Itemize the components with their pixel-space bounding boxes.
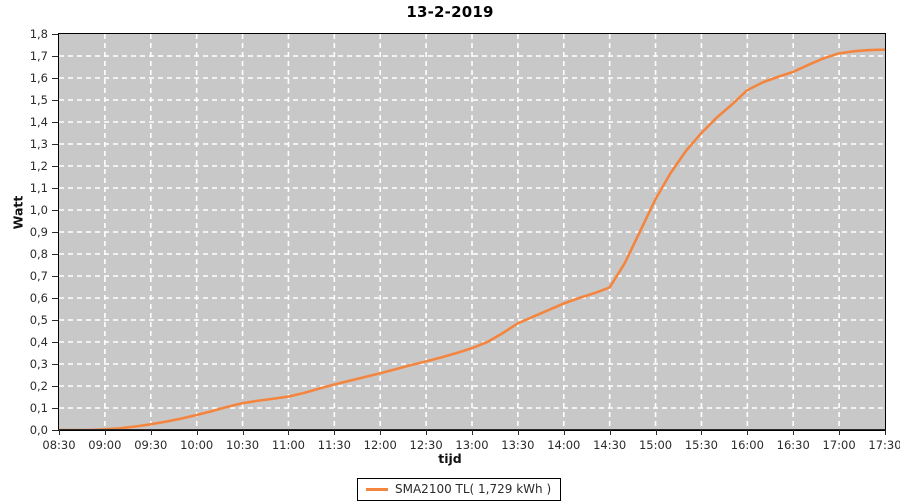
- x-axis-tick-label: 17:00: [822, 438, 856, 452]
- x-axis-tick-mark: [104, 430, 106, 435]
- y-axis-tick-mark: [52, 320, 58, 321]
- y-axis-tick-label: 1,5: [29, 93, 48, 107]
- y-axis-tick-mark: [52, 122, 58, 123]
- chart-title: 13-2-2019: [406, 3, 494, 21]
- series-line-sma2100tl: [59, 48, 885, 430]
- x-axis-tick-label: 14:30: [593, 438, 627, 452]
- x-axis-tick-mark: [839, 430, 841, 435]
- x-axis-tick-mark: [793, 430, 795, 435]
- y-axis-tick-label: 0,2: [29, 379, 48, 393]
- x-axis-tick-label: 09:00: [88, 438, 122, 452]
- x-axis-tick-label: 08:30: [42, 438, 76, 452]
- x-axis-tick-label: 11:30: [317, 438, 351, 452]
- y-axis-tick-label: 1,7: [29, 49, 48, 63]
- x-axis-tick-mark: [517, 430, 519, 435]
- x-axis-tick-mark: [150, 430, 152, 435]
- x-axis-tick-label: 13:30: [501, 438, 535, 452]
- x-axis-tick-mark: [655, 430, 657, 435]
- y-axis-tick-mark: [52, 144, 58, 145]
- x-axis-tick-label: 15:30: [684, 438, 719, 452]
- x-axis-tick-mark: [380, 430, 382, 435]
- x-axis-tick-label: 14:00: [547, 438, 581, 452]
- y-axis-tick-label: 1,3: [29, 137, 48, 151]
- x-axis-tick-mark: [563, 430, 565, 435]
- y-axis-tick-label: 0,5: [29, 313, 48, 327]
- y-axis-tick-label: 0,1: [29, 401, 48, 415]
- x-axis-tick-mark: [334, 430, 336, 435]
- x-axis-line: [58, 429, 885, 430]
- y-axis-tick-mark: [52, 276, 58, 277]
- x-axis-tick-label: 11:00: [271, 438, 306, 452]
- x-axis-tick-mark: [242, 430, 244, 435]
- x-axis-tick-label: 10:00: [180, 438, 214, 452]
- y-axis-tick-label: 0,0: [29, 423, 48, 437]
- x-axis-tick-label: 13:00: [455, 438, 489, 452]
- x-axis-tick-label: 12:00: [363, 438, 397, 452]
- line-swatch-icon: [366, 487, 388, 491]
- y-axis-tick-mark: [52, 430, 58, 431]
- y-axis-tick-label: 1,8: [29, 27, 48, 41]
- x-axis-tick-label: 17:30: [868, 438, 900, 452]
- y-axis-tick-label: 1,2: [29, 159, 48, 173]
- legend: SMA2100 TL( 1,729 kWh ): [357, 478, 562, 501]
- x-axis-title: tijd: [438, 451, 462, 466]
- legend-entry-label: SMA2100 TL( 1,729 kWh ): [395, 482, 552, 496]
- y-axis-tick-label: 0,9: [29, 225, 48, 239]
- y-axis-tick-mark: [52, 298, 58, 299]
- x-axis-tick-label: 15:00: [638, 438, 673, 452]
- y-axis-tick-label: 0,4: [29, 335, 48, 349]
- y-axis-tick-label: 0,8: [29, 247, 48, 261]
- x-axis-tick-mark: [885, 430, 886, 435]
- y-axis-tick-group: 0,0 0,1 0,2 0,3 0,4 0,5 0,6 0,7 0,8 0,9 1,0 1,1 1,2 1…: [0, 27, 58, 437]
- x-axis-tick-group: 08:30 09:00 09:30 10:00 10:30 11:00 11:30 12:00…: [42, 430, 900, 470]
- y-axis-tick-mark: [52, 188, 58, 189]
- grid-lines: [59, 34, 885, 430]
- x-axis-tick-label: 12:30: [409, 438, 443, 452]
- y-axis-tick-label: 1,4: [29, 115, 48, 129]
- y-axis-tick-mark: [52, 386, 58, 387]
- y-axis-tick-mark: [52, 56, 58, 57]
- x-axis-tick-mark: [609, 430, 611, 435]
- y-axis-tick-label: 0,6: [29, 291, 48, 305]
- y-axis-tick-mark: [52, 254, 58, 255]
- y-axis-tick-mark: [52, 166, 58, 167]
- x-axis-tick-mark: [196, 430, 198, 435]
- x-axis-tick-mark: [59, 430, 60, 435]
- x-axis-tick-label: 16:00: [730, 438, 764, 452]
- y-axis-tick-label: 1,6: [29, 71, 48, 85]
- y-axis-tick-mark: [52, 100, 58, 101]
- data-series-line: [59, 48, 885, 430]
- x-axis-tick-mark: [426, 430, 428, 435]
- y-axis-tick-label: 0,7: [29, 269, 48, 283]
- x-axis-tick-label: 09:30: [134, 438, 168, 452]
- plot-area: [58, 33, 886, 431]
- x-axis-tick-label: 16:30: [776, 438, 810, 452]
- y-axis-tick-mark: [52, 232, 58, 233]
- y-axis-tick-mark: [52, 78, 58, 79]
- y-axis-tick-label: 0,3: [29, 357, 48, 371]
- x-axis-tick-mark: [288, 430, 290, 435]
- y-axis-tick-mark: [52, 364, 58, 365]
- y-axis-tick-label: 1,0: [29, 203, 48, 217]
- x-axis-tick-mark: [472, 430, 473, 435]
- y-axis-tick-label: 1,1: [29, 181, 48, 195]
- y-axis-tick-mark: [52, 210, 58, 211]
- x-axis-tick-label: 10:30: [225, 438, 260, 452]
- y-axis-tick-mark: [52, 34, 58, 35]
- x-axis-tick-mark: [701, 430, 703, 435]
- x-axis-tick-mark: [747, 430, 749, 435]
- y-axis-tick-mark: [52, 408, 58, 409]
- y-axis-tick-mark: [52, 342, 58, 343]
